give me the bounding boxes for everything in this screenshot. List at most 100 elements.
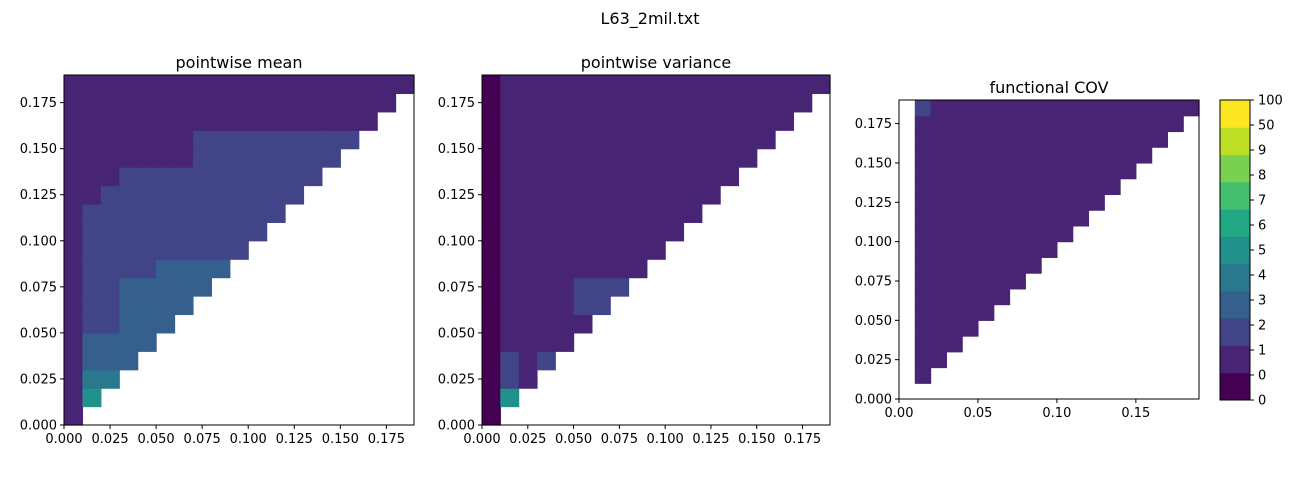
heatmap-cell — [555, 75, 575, 95]
heatmap-cell — [962, 288, 979, 306]
heatmap-cell — [610, 259, 630, 279]
heatmap-cell — [914, 225, 932, 243]
heatmap-cell — [665, 148, 685, 168]
heatmap-cell — [775, 111, 794, 131]
heatmap-cell — [1009, 257, 1026, 274]
heatmap-cell — [518, 167, 538, 187]
heatmap-cell — [156, 148, 176, 168]
heatmap-cell — [628, 259, 648, 279]
heatmap-cell — [82, 203, 102, 223]
heatmap-cell — [500, 351, 520, 371]
x-tick-label: 0.075 — [184, 432, 221, 447]
heatmap-cell — [1088, 147, 1105, 164]
heatmap-cell — [137, 314, 157, 334]
heatmap-cell — [536, 222, 556, 242]
heatmap-cell — [536, 332, 556, 352]
heatmap-cell — [64, 148, 84, 168]
colorbar-swatch — [1220, 372, 1250, 401]
heatmap-cell — [64, 314, 84, 334]
y-tick-label: 0.100 — [20, 234, 57, 249]
heatmap-cell — [303, 111, 323, 131]
heatmap-cell — [914, 147, 932, 164]
heatmap-cell — [482, 111, 501, 131]
colorbar-tick-label: 1 — [1258, 344, 1266, 359]
heatmap-cell — [1025, 131, 1042, 148]
heatmap-cell — [229, 203, 249, 223]
heatmap-cell — [914, 320, 932, 337]
figure-title: L63_2mil.txt — [600, 9, 699, 29]
heatmap-cell — [930, 194, 947, 211]
heatmap-cell — [100, 130, 120, 150]
heatmap-cell — [64, 222, 84, 242]
heatmap-cell — [914, 162, 932, 180]
heatmap-cell — [192, 148, 212, 168]
heatmap-cell — [1056, 147, 1074, 164]
heatmap-cell — [1104, 147, 1121, 164]
x-tick-label: 0.050 — [555, 432, 592, 447]
heatmap-cell — [1151, 131, 1169, 148]
heatmap-cell — [1072, 210, 1090, 227]
heatmap-cell — [1025, 225, 1042, 243]
heatmap-cell — [285, 148, 305, 168]
heatmap-cell — [1056, 225, 1074, 243]
heatmap-cell — [1135, 100, 1153, 117]
heatmap-cell — [229, 240, 249, 260]
heatmap-cell — [993, 257, 1011, 274]
heatmap-cell — [573, 203, 593, 223]
x-tick-label: 0.175 — [784, 432, 821, 447]
heatmap-cell — [211, 130, 231, 150]
heatmap-cell — [946, 320, 963, 337]
heatmap-cell — [137, 296, 157, 316]
axes-frame — [481, 74, 831, 426]
heatmap-cell — [573, 130, 593, 150]
heatmap-cell — [482, 296, 501, 316]
y-tick-label: 0.150 — [855, 156, 892, 171]
heatmap-cells — [64, 75, 415, 426]
heatmap-cell — [930, 225, 947, 243]
heatmap-cell — [119, 351, 139, 371]
heatmap-cell — [555, 130, 575, 150]
heatmap-cell — [536, 351, 556, 371]
heatmap-cell — [285, 111, 305, 131]
heatmap-cell — [82, 75, 102, 95]
heatmap-cell — [192, 277, 212, 297]
heatmap-cell — [962, 178, 979, 196]
heatmap-cell — [536, 314, 556, 334]
heatmap-cell — [665, 130, 685, 150]
heatmap-cell — [248, 130, 268, 150]
heatmap-cell — [137, 148, 157, 168]
heatmap-cell — [646, 93, 666, 113]
heatmap-cell — [266, 185, 286, 205]
heatmap-cell — [573, 277, 593, 297]
heatmap-cell — [738, 93, 758, 113]
heatmap-cell — [1025, 210, 1042, 227]
heatmap-cell — [174, 93, 194, 113]
heatmap-cell — [1104, 100, 1121, 117]
heatmap-cell — [946, 336, 963, 353]
heatmap-cell — [211, 75, 231, 95]
x-tick-label: 0.000 — [45, 432, 82, 447]
heatmap-cell — [64, 203, 84, 223]
heatmap-cell — [174, 167, 194, 187]
heatmap-cell — [977, 147, 995, 164]
heatmap-cell — [229, 130, 249, 150]
heatmap-cell — [137, 167, 157, 187]
y-tick-label: 0.025 — [438, 372, 475, 387]
x-tick-label: 0.15 — [1121, 406, 1150, 421]
heatmap-cell — [946, 147, 963, 164]
heatmap-cell — [573, 314, 593, 334]
heatmap-cell — [646, 130, 666, 150]
x-tick-label: 0.025 — [91, 432, 128, 447]
heatmap-cell — [192, 130, 212, 150]
heatmap-cell — [993, 288, 1011, 306]
heatmap-cell — [137, 277, 157, 297]
heatmap-cell — [930, 100, 947, 117]
heatmap-cell — [500, 222, 520, 242]
x-tick-label: 0.100 — [230, 432, 267, 447]
heatmap-cell — [119, 75, 139, 95]
heatmap-cell — [977, 178, 995, 196]
heatmap-cell — [914, 336, 932, 353]
x-tick-label: 0.05 — [963, 406, 992, 421]
heatmap-cell — [156, 240, 176, 260]
heatmap-cell — [977, 225, 995, 243]
